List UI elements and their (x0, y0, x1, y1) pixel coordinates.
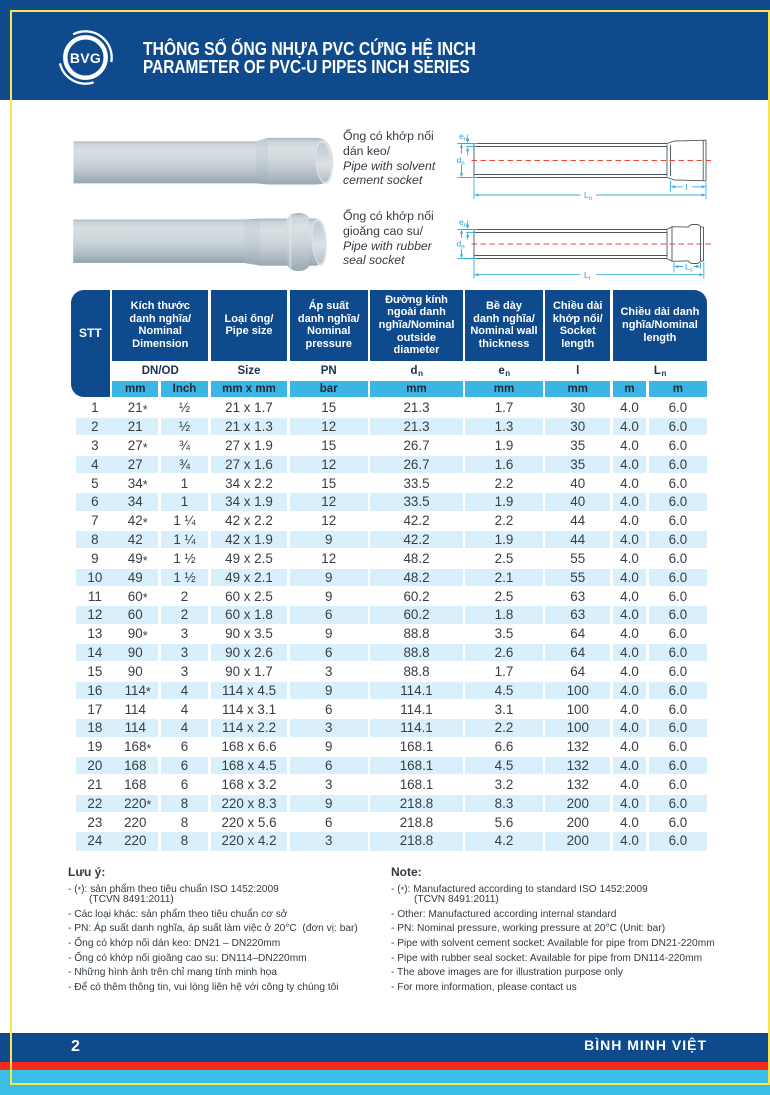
svg-text:dn: dn (457, 155, 465, 167)
svg-text:dn: dn (457, 239, 465, 251)
svg-text:en: en (459, 131, 467, 143)
svg-text:Ln: Ln (584, 190, 592, 202)
svg-text:BVG: BVG (70, 50, 101, 66)
svg-text:Lr: Lr (584, 270, 591, 282)
svg-text:en: en (459, 217, 467, 229)
svg-text:l: l (686, 182, 688, 192)
svg-text:Ls: Ls (685, 262, 693, 274)
